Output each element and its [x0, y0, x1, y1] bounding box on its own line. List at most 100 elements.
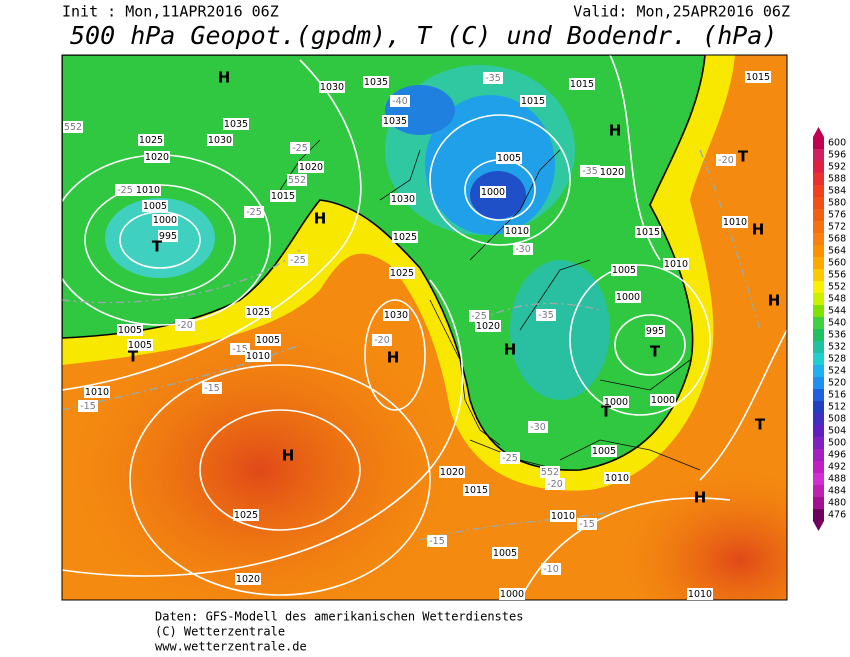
isobar-label: 1005 [143, 201, 167, 212]
isobar-label: 1005 [118, 325, 142, 336]
isobar-label-box [480, 186, 506, 198]
isotherm-label-box [372, 334, 392, 346]
legend-arrow [813, 127, 824, 137]
legend-swatch [813, 173, 824, 185]
isobar-label-box [569, 78, 595, 90]
isobar-label: 1000 [604, 397, 628, 408]
legend-swatch [813, 485, 824, 497]
legend-label: 576 [828, 210, 846, 221]
isotherm-label: -25 [292, 143, 308, 154]
legend-label: 584 [828, 186, 846, 197]
isobar-label-box [635, 226, 661, 238]
footer-copyright: (C) Wetterzentrale [155, 625, 285, 639]
isobar-label: 1015 [746, 72, 770, 83]
isobar-label-box [615, 291, 641, 303]
legend-label: 548 [828, 294, 846, 305]
isobar-label-box [390, 193, 416, 205]
isobar-label: 1000 [651, 395, 675, 406]
isobar-label-box [235, 573, 261, 585]
isobar-label-box [663, 258, 689, 270]
isobar-label-box [117, 324, 143, 336]
isotherm-label-box [427, 535, 447, 547]
isobar-label: 1025 [390, 268, 414, 279]
legend-label: 504 [828, 426, 846, 437]
legend-label: 520 [828, 378, 846, 389]
legend-label: 588 [828, 174, 846, 185]
isotherm-label-box [469, 310, 489, 322]
isobar-label-box [520, 95, 546, 107]
pressure-centre: T [755, 416, 766, 434]
pressure-centre: H [694, 489, 707, 507]
isobar [62, 55, 787, 600]
isobar-label: 1015 [636, 227, 660, 238]
isotherm-label: -25 [117, 185, 133, 196]
isotherm-label-box [244, 206, 264, 218]
isobar-label-box [233, 509, 259, 521]
isobar-label-box [207, 134, 233, 146]
legend-label: 476 [828, 510, 846, 521]
isobar-label: 1005 [612, 265, 636, 276]
legend-swatch [813, 425, 824, 437]
isobar-label: 1035 [383, 116, 407, 127]
isobar-label: 1010 [85, 387, 109, 398]
isobar-label-box [645, 325, 665, 337]
pressure-centre: T [601, 403, 612, 421]
legend-label: 536 [828, 330, 846, 341]
legend-label: 568 [828, 234, 846, 245]
legend-arrow [813, 521, 824, 531]
isobar-label-box [599, 166, 625, 178]
isotherm-label-box [483, 72, 503, 84]
legend-label: 540 [828, 318, 846, 329]
isobar-label: 1015 [521, 96, 545, 107]
init-time: Init : Mon,11APR2016 06Z [62, 3, 279, 21]
legend-label: 600 [828, 138, 846, 149]
isobar-label-box [144, 151, 170, 163]
isobar-label: 1020 [299, 162, 323, 173]
isobar-label-box [389, 267, 415, 279]
isotherm-label: -20 [547, 479, 563, 490]
isobar-label-box [687, 588, 713, 600]
isobar-label: 1020 [236, 574, 260, 585]
isobar-label-box [550, 510, 576, 522]
legend-label: 508 [828, 414, 846, 425]
isobar-label-box [363, 76, 389, 88]
isobar [199, 409, 361, 531]
pressure-centre: H [218, 69, 231, 87]
isobar-label-box [127, 339, 153, 351]
isobar-label: 1000 [616, 292, 640, 303]
isobar-label-box [604, 472, 630, 484]
pressure-centre: H [752, 221, 765, 239]
isotherm-label: -35 [582, 166, 598, 177]
isotherm-label: -15 [429, 536, 445, 547]
isobar-label-box [135, 184, 161, 196]
isotherm-label-box [545, 478, 565, 490]
isobar-label: 1010 [551, 511, 575, 522]
isobar-label-box [138, 134, 164, 146]
legend-swatch [813, 317, 824, 329]
isobar-label: 1010 [605, 473, 629, 484]
isobar [429, 114, 571, 246]
isotherm-label-box [580, 165, 600, 177]
legend-swatch [813, 509, 824, 521]
isobar-label-box [383, 309, 409, 321]
isotherm-label-box [716, 154, 736, 166]
legend-swatch [813, 341, 824, 353]
legend-swatch [813, 413, 824, 425]
isotherm-label: -30 [515, 244, 531, 255]
legend-swatch [813, 293, 824, 305]
legend-label: 544 [828, 306, 846, 317]
isobar-label: 1000 [481, 187, 505, 198]
isotherm-label: -40 [392, 96, 408, 107]
isotherm-label-box [290, 142, 310, 154]
isotherm-label-box [513, 243, 533, 255]
isotherm-label: -25 [471, 311, 487, 322]
legend-swatch [813, 353, 824, 365]
footer-url: www.wetterzentrale.de [155, 640, 307, 654]
legend-label: 560 [828, 258, 846, 269]
warm-area [70, 320, 450, 600]
legend-swatch [813, 377, 824, 389]
isotherm-label: -15 [204, 383, 220, 394]
legend-label: 480 [828, 498, 846, 509]
legend-swatch [813, 269, 824, 281]
isobar-label: 1030 [320, 82, 344, 93]
